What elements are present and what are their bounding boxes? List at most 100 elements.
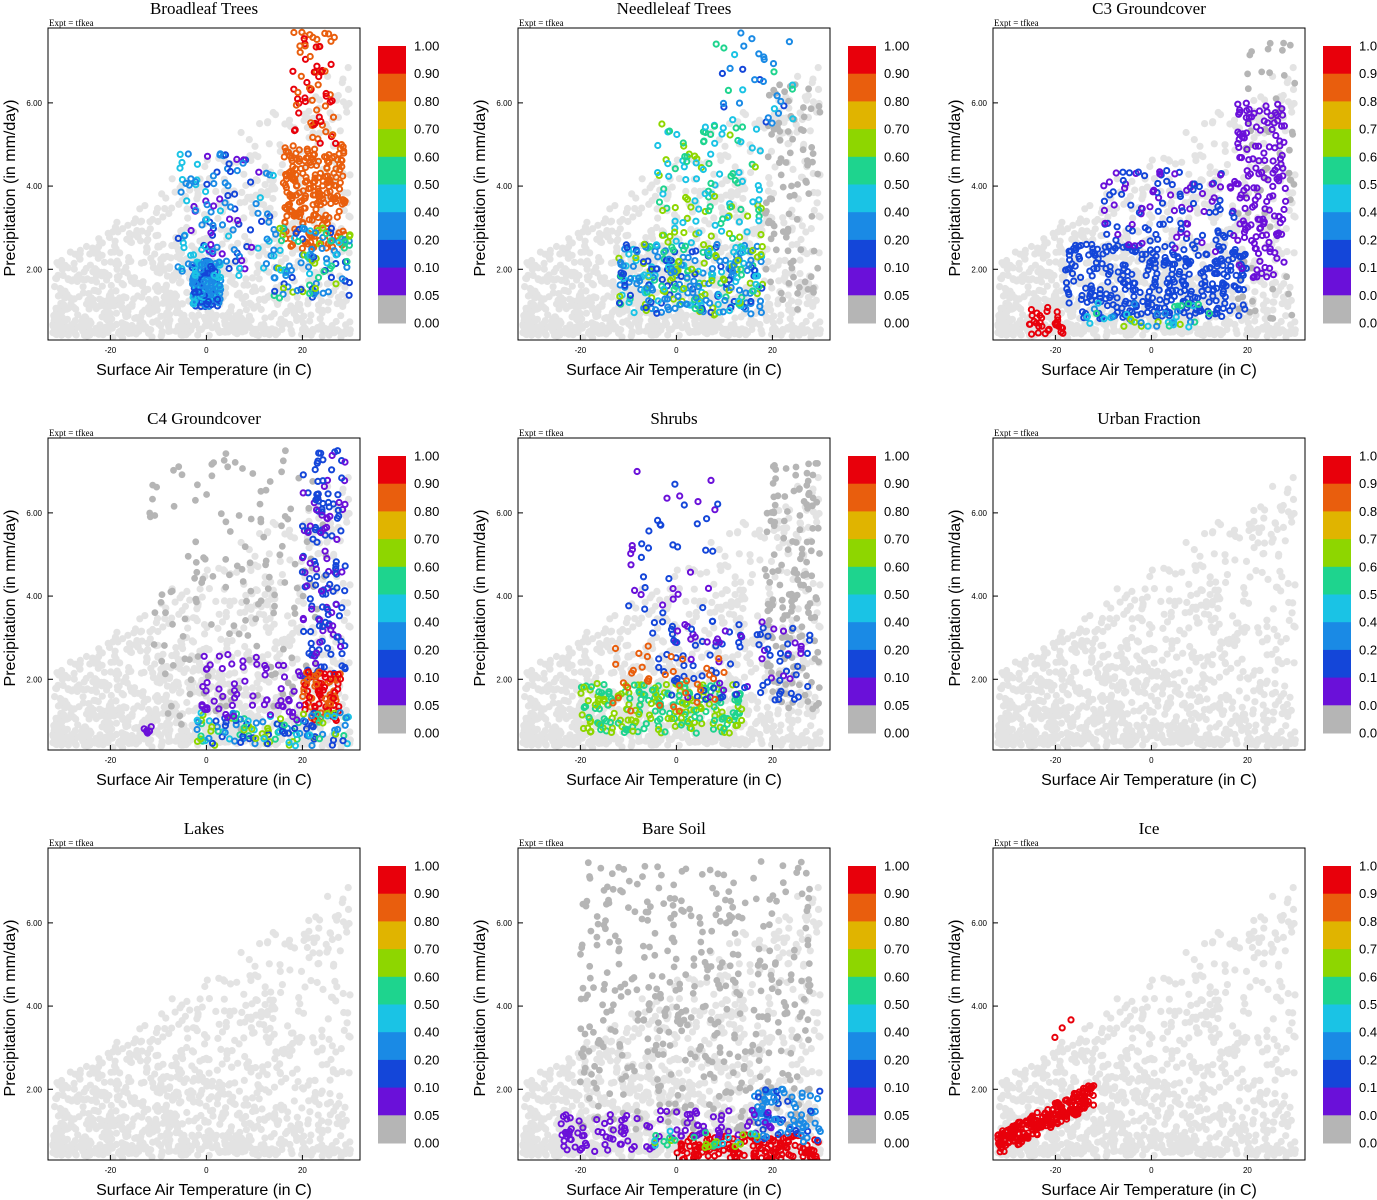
background-point	[216, 328, 224, 337]
fraction-point	[716, 170, 724, 178]
fraction-point	[773, 92, 781, 100]
fraction-point	[653, 309, 661, 317]
background-point	[594, 221, 602, 229]
zero-fraction-point	[815, 102, 823, 110]
fraction-point	[297, 209, 305, 217]
fraction-point	[239, 159, 247, 167]
background-point	[54, 324, 62, 332]
fraction-point	[1155, 286, 1163, 294]
fraction-point	[307, 184, 315, 192]
fraction-point	[322, 230, 330, 238]
background-point	[794, 72, 802, 80]
y-axis-title: Precipitation (in mm/day)	[472, 100, 489, 277]
background-point	[1188, 281, 1196, 289]
background-point	[641, 188, 649, 196]
fraction-point	[732, 124, 740, 132]
fraction-point	[1165, 281, 1174, 289]
background-point	[769, 265, 778, 273]
fraction-point	[768, 119, 776, 127]
background-point	[346, 318, 354, 326]
fraction-point	[701, 123, 710, 131]
background-point	[777, 311, 785, 319]
background-point	[111, 237, 119, 245]
fraction-point	[252, 200, 260, 208]
fraction-point	[292, 229, 300, 237]
fraction-point	[1232, 271, 1240, 279]
fraction-point	[671, 228, 679, 236]
fraction-point	[642, 304, 650, 312]
background-point	[170, 300, 178, 308]
fraction-point	[1223, 272, 1231, 281]
background-point	[293, 316, 301, 324]
fraction-point	[1114, 268, 1122, 276]
fraction-point	[294, 88, 302, 97]
fraction-point	[705, 248, 713, 256]
background-point	[306, 317, 314, 325]
background-point	[64, 264, 72, 272]
fraction-point	[301, 194, 309, 202]
fraction-point	[751, 76, 759, 84]
background-point	[240, 170, 248, 178]
background-point	[261, 314, 269, 322]
background-point	[74, 311, 82, 319]
background-point	[142, 286, 150, 294]
fraction-point	[630, 309, 638, 317]
panel-title: Needleleaf Trees	[617, 0, 732, 18]
fraction-point	[309, 201, 317, 209]
background-point	[247, 204, 255, 212]
fraction-point	[658, 231, 667, 239]
background-point	[1049, 229, 1057, 237]
fraction-point	[1218, 312, 1226, 320]
fraction-point	[672, 237, 680, 245]
fraction-point	[734, 256, 742, 264]
background-point	[1258, 114, 1266, 122]
fraction-point	[269, 171, 277, 180]
fraction-point	[1142, 271, 1150, 279]
background-point	[587, 298, 596, 307]
fraction-point	[1078, 308, 1087, 316]
background-point	[675, 331, 683, 339]
background-point	[1229, 202, 1237, 210]
background-point	[1221, 147, 1229, 155]
background-point	[325, 298, 333, 306]
fraction-point	[640, 240, 648, 248]
background-point	[100, 258, 108, 266]
fraction-point	[658, 120, 666, 128]
background-point	[1285, 206, 1293, 214]
background-point	[344, 189, 352, 197]
background-point	[1056, 237, 1064, 245]
background-point	[1257, 93, 1265, 101]
fraction-point	[202, 188, 210, 196]
background-point	[1290, 249, 1298, 257]
fraction-point	[738, 177, 747, 185]
background-point	[704, 319, 712, 327]
fraction-point	[312, 43, 320, 51]
background-point	[583, 273, 592, 281]
background-point	[806, 127, 814, 135]
background-point	[1070, 329, 1078, 338]
background-point	[562, 272, 570, 280]
background-point	[586, 249, 594, 257]
fraction-point	[694, 282, 702, 291]
background-point	[783, 325, 792, 333]
background-point	[299, 328, 307, 336]
background-point	[151, 283, 160, 291]
background-point	[245, 136, 253, 144]
fraction-point	[692, 217, 700, 225]
fraction-point	[664, 160, 672, 168]
background-point	[646, 184, 654, 192]
background-point	[300, 116, 308, 125]
fraction-point	[785, 38, 794, 46]
colorbar-label: 0.60	[884, 149, 909, 164]
background-point	[180, 324, 188, 332]
fraction-point	[1168, 287, 1177, 295]
zero-fraction-point	[765, 217, 773, 225]
fraction-point	[231, 190, 239, 198]
background-point	[107, 293, 115, 301]
fraction-point	[684, 254, 692, 262]
zero-fraction-point	[776, 127, 784, 135]
zero-fraction-point	[800, 104, 807, 111]
fraction-point	[738, 123, 747, 131]
fraction-point	[289, 162, 297, 171]
